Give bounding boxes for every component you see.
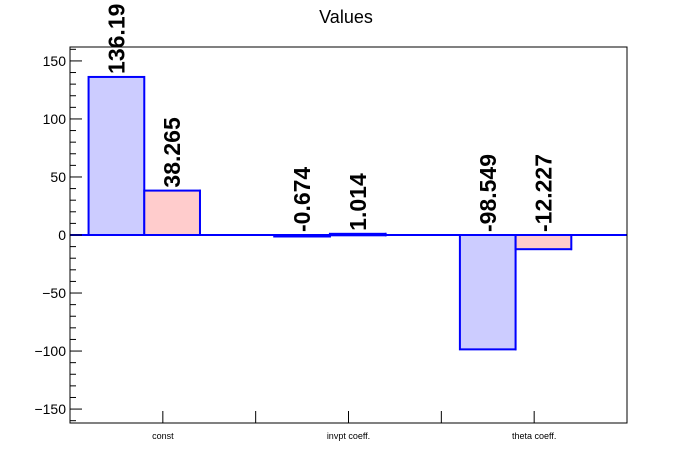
axes-group: 150 100 50 0 −50 −100 −150 const invpt coeff. the… xyxy=(34,46,628,441)
bar-1-3 xyxy=(458,234,517,351)
chart-title: Values xyxy=(319,7,373,27)
data-labels-group: 136.19 -0.674 -98.549 38.265 1.014 -12.227 xyxy=(103,4,556,232)
y-tick-label: 0 xyxy=(58,227,66,243)
category-label: const xyxy=(152,431,174,441)
data-label: 38.265 xyxy=(159,117,185,188)
y-tick-label: 150 xyxy=(43,53,67,69)
y-tick-label: −50 xyxy=(42,285,66,301)
y-tick-label: −100 xyxy=(34,343,66,359)
bar-2-3 xyxy=(514,234,573,251)
data-label: 1.014 xyxy=(345,173,371,231)
category-label: theta coeff. xyxy=(512,431,556,441)
bar-1-1 xyxy=(87,75,146,236)
y-tick-label: 50 xyxy=(50,169,66,185)
data-label: -98.549 xyxy=(475,154,501,232)
data-label: -0.674 xyxy=(289,167,315,232)
y-tick-label: 100 xyxy=(43,111,67,127)
data-label: -12.227 xyxy=(530,154,556,232)
category-label: invpt coeff. xyxy=(327,431,370,441)
y-tick-label: −150 xyxy=(34,401,66,417)
bar-2-1 xyxy=(143,189,201,236)
data-label: 136.19 xyxy=(103,4,129,74)
bars-group xyxy=(87,75,573,351)
